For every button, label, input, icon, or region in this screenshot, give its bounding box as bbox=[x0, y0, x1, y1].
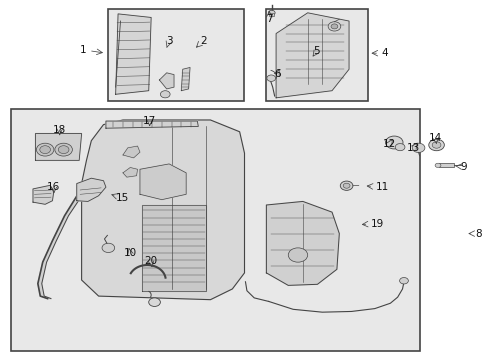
Circle shape bbox=[160, 91, 170, 98]
Circle shape bbox=[40, 146, 50, 154]
Circle shape bbox=[340, 181, 352, 190]
Circle shape bbox=[55, 143, 72, 156]
Circle shape bbox=[434, 163, 440, 167]
Text: 16: 16 bbox=[47, 182, 61, 192]
Circle shape bbox=[148, 298, 160, 306]
Polygon shape bbox=[33, 185, 54, 204]
Circle shape bbox=[385, 136, 402, 149]
Circle shape bbox=[58, 146, 69, 154]
Text: 6: 6 bbox=[273, 69, 280, 79]
Circle shape bbox=[268, 10, 275, 15]
Circle shape bbox=[102, 243, 115, 252]
Polygon shape bbox=[159, 73, 174, 89]
Text: 19: 19 bbox=[370, 219, 384, 229]
Text: 17: 17 bbox=[143, 116, 156, 126]
Circle shape bbox=[343, 183, 349, 188]
Polygon shape bbox=[116, 14, 151, 94]
Polygon shape bbox=[142, 205, 205, 291]
Polygon shape bbox=[266, 202, 339, 285]
Circle shape bbox=[287, 248, 307, 262]
Polygon shape bbox=[81, 120, 244, 300]
Text: 9: 9 bbox=[460, 162, 467, 172]
Circle shape bbox=[411, 143, 424, 153]
Polygon shape bbox=[181, 67, 190, 91]
Text: 11: 11 bbox=[375, 182, 388, 192]
Bar bbox=[266, 9, 368, 102]
Text: 20: 20 bbox=[144, 256, 158, 266]
Circle shape bbox=[330, 24, 337, 29]
Bar bbox=[438, 163, 453, 167]
Text: 7: 7 bbox=[265, 14, 272, 24]
Polygon shape bbox=[122, 167, 137, 177]
Bar bbox=[269, 13, 274, 16]
Bar bbox=[108, 9, 244, 102]
Text: 1: 1 bbox=[80, 45, 86, 55]
Circle shape bbox=[399, 278, 407, 284]
Polygon shape bbox=[122, 146, 140, 158]
Text: 15: 15 bbox=[115, 193, 128, 203]
Text: 10: 10 bbox=[123, 248, 137, 258]
Polygon shape bbox=[38, 184, 88, 298]
Text: 12: 12 bbox=[382, 139, 395, 149]
Circle shape bbox=[431, 142, 440, 148]
Circle shape bbox=[327, 22, 340, 31]
Bar bbox=[11, 109, 419, 351]
Text: 4: 4 bbox=[381, 48, 387, 58]
Circle shape bbox=[266, 75, 275, 81]
Text: 8: 8 bbox=[474, 229, 481, 239]
Polygon shape bbox=[77, 178, 106, 202]
Polygon shape bbox=[276, 13, 348, 98]
Text: 5: 5 bbox=[312, 46, 319, 57]
Text: 2: 2 bbox=[200, 36, 206, 46]
Circle shape bbox=[36, 143, 54, 156]
Circle shape bbox=[394, 144, 404, 151]
Circle shape bbox=[428, 139, 444, 151]
Text: 13: 13 bbox=[406, 143, 420, 153]
Polygon shape bbox=[106, 121, 198, 128]
Polygon shape bbox=[35, 134, 81, 160]
Text: 14: 14 bbox=[428, 133, 441, 143]
Text: 18: 18 bbox=[53, 125, 66, 135]
Text: 3: 3 bbox=[165, 36, 172, 46]
Polygon shape bbox=[140, 164, 186, 200]
